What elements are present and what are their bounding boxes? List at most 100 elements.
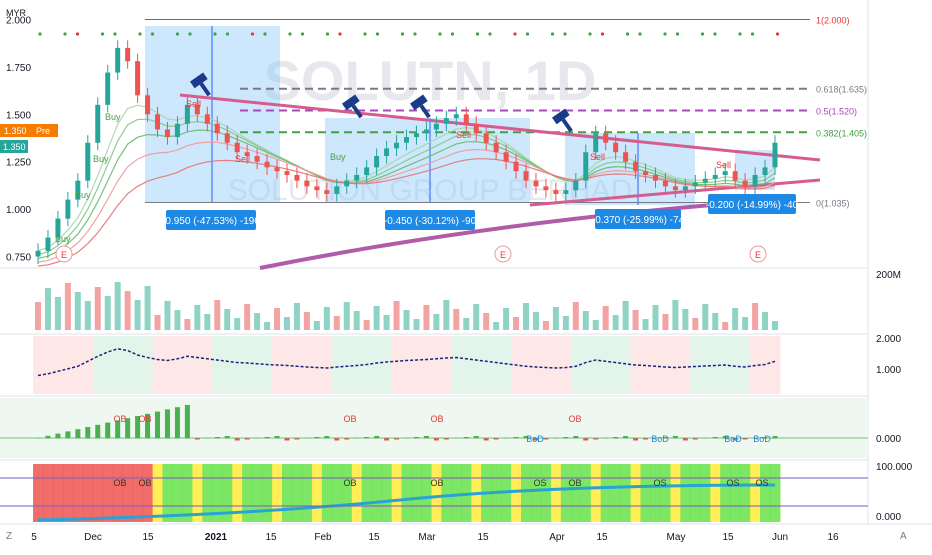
indicator-3-band	[630, 464, 642, 522]
indicator-3-band	[730, 464, 741, 522]
signal-dot	[513, 32, 517, 36]
buy-signal: Buy	[330, 152, 346, 162]
indicator-1-band	[481, 336, 492, 394]
indicator-2-bar	[423, 436, 429, 439]
candle-body	[662, 180, 668, 187]
candle-body	[304, 180, 310, 187]
indicator-3-band	[640, 464, 652, 522]
indicator-2-bar	[623, 436, 629, 439]
time-axis-label: 2021	[205, 532, 228, 543]
indicator-3-band	[750, 464, 761, 522]
signal-dot	[75, 32, 80, 36]
indicator-2-bar	[65, 431, 71, 439]
indicator-2-bar	[164, 409, 170, 439]
indicator-2-bar	[95, 424, 101, 439]
indicator-3-band	[262, 464, 273, 522]
ob-signal: OB	[113, 414, 126, 424]
corner-buttons[interactable]: Z A	[6, 531, 907, 542]
volume-bar	[274, 308, 281, 330]
indicator-1-band	[242, 336, 253, 394]
indicator-2-bar	[543, 438, 549, 440]
indicator-3-band	[72, 464, 84, 522]
candle-body	[633, 161, 639, 172]
signal-dot	[213, 32, 217, 36]
volume-bar	[204, 314, 211, 330]
indicator-3-band	[610, 464, 622, 522]
os-signal: OS	[653, 478, 666, 488]
candle-body	[274, 167, 280, 172]
bod-signal: BoD	[651, 434, 669, 444]
indicator-2-bar	[294, 438, 300, 440]
signal-dot	[675, 32, 680, 36]
signal-dot	[175, 32, 180, 36]
candle-body	[45, 237, 51, 251]
indicator-1-band	[132, 336, 144, 394]
indicator-1-band	[491, 336, 502, 394]
volume-bar	[473, 304, 480, 330]
indicator-2-bar	[672, 436, 678, 439]
signal-dot	[288, 32, 292, 36]
volume-bar	[184, 319, 191, 330]
os-signal: OS	[755, 478, 768, 488]
indicator-2-bar	[55, 433, 61, 439]
os-signal: OS	[533, 478, 546, 488]
indicator-3-band	[301, 464, 313, 522]
fib-label: 0.5(1.520)	[816, 107, 857, 117]
volume-bar	[313, 321, 320, 330]
candle-body	[55, 218, 61, 238]
candle-body	[732, 171, 738, 181]
candle-body	[105, 72, 111, 105]
volume-bar	[164, 301, 171, 330]
indicator-3-band	[650, 464, 661, 522]
earnings-marker: E	[500, 250, 506, 260]
indicator-2-bar	[244, 438, 250, 440]
indicator-3-pane: OB OB OB OB OB OS OS OS OS	[0, 464, 868, 522]
timezone-button[interactable]: Z	[6, 531, 12, 542]
volume-bar	[453, 309, 460, 330]
indicator-3-band	[142, 464, 154, 522]
indicator-1-band	[182, 336, 193, 394]
volume-bar	[652, 305, 659, 330]
lower-pane-axes: 200M 2.000 1.000 0.000 100.000 0.000	[876, 270, 913, 523]
candle-body	[164, 129, 170, 138]
bod-signal: BoD	[753, 434, 771, 444]
candle-body	[493, 142, 499, 153]
volume-bar	[552, 307, 559, 330]
hammer-icon	[190, 72, 211, 97]
volume-bar	[74, 292, 81, 330]
volume-bar	[194, 305, 201, 330]
indicator-3-band	[401, 464, 412, 522]
candle-body	[234, 142, 240, 153]
indicator-3-band	[381, 464, 393, 522]
indicator-3-band	[590, 464, 602, 522]
signal-dot	[338, 32, 342, 36]
volume-bar	[602, 306, 609, 330]
time-axis-label: Dec	[84, 532, 102, 543]
volume-bar	[154, 315, 161, 330]
volume-bar	[762, 312, 769, 330]
pane-tick-label: 200M	[876, 270, 901, 281]
candle-body	[712, 174, 718, 179]
indicator-2-bar	[593, 438, 599, 440]
signal-dot	[475, 32, 480, 36]
auto-scale-button[interactable]: A	[900, 531, 907, 542]
time-axis-label: 15	[368, 532, 380, 543]
volume-bar	[433, 314, 440, 330]
candle-body	[404, 137, 409, 143]
price-tick-label: 1.500	[6, 110, 31, 121]
candle-body	[513, 161, 519, 172]
signal-dot	[38, 32, 42, 36]
pane-tick-label: 2.000	[876, 334, 901, 345]
ma-line	[37, 141, 776, 263]
candle-body	[204, 114, 210, 124]
indicator-3-band	[511, 464, 522, 522]
volume-bar	[94, 287, 101, 330]
volume-bar	[403, 310, 410, 330]
volume-bar	[523, 303, 530, 330]
volume-bar	[393, 301, 400, 330]
signal-dot	[775, 32, 780, 36]
indicator-1-band	[451, 336, 462, 394]
candle-body	[145, 95, 151, 115]
